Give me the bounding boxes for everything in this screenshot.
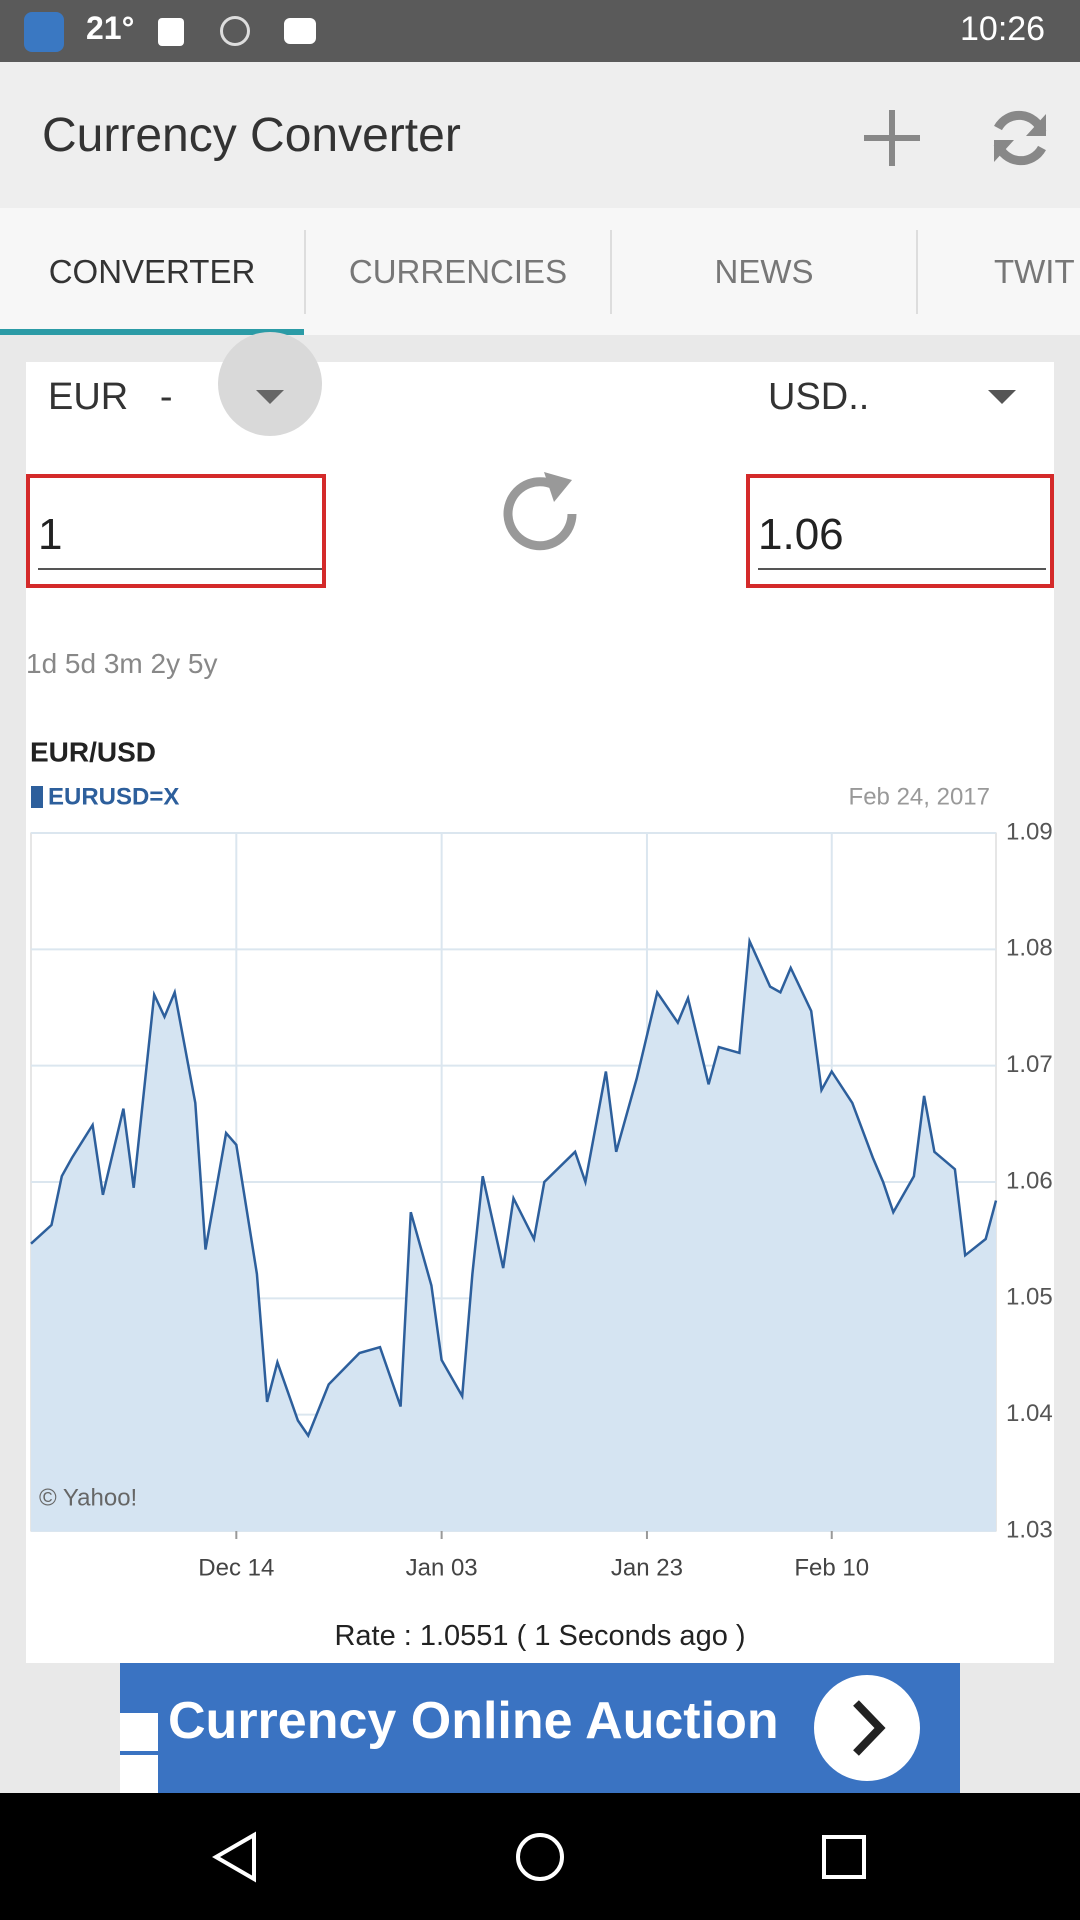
app-icon [24,12,64,52]
tab-indicator [0,329,304,335]
tab[interactable]: NEWS [714,252,814,290]
home-button[interactable] [514,1831,566,1883]
x-tick-label: Jan 03 [406,1554,478,1581]
legend-label: EURUSD=X [48,783,179,810]
x-tick-label: Dec 14 [198,1554,274,1581]
dropdown-arrow [988,390,1016,404]
swap-button[interactable] [492,466,588,562]
ad-text: Currency Online Auction [168,1692,779,1750]
result-input[interactable]: 1.06 [746,474,1054,588]
y-tick-label: 1.05 [1006,1284,1053,1311]
chart-date: Feb 24, 2017 [849,783,990,810]
legend-swatch [31,786,43,808]
lock-icon [158,18,184,46]
toolbar: Currency Converter [0,62,1080,208]
divider [916,230,918,314]
line [30,936,998,1439]
ad-arrow-button[interactable] [814,1675,920,1781]
range-selector[interactable]: 1d 5d 3m 2y 5y [26,648,218,679]
android-icon [284,18,316,44]
y-tick-label: 1.08 [1006,935,1053,962]
status-bar: 21° 10:26 [0,0,1080,62]
amount-input[interactable]: 1 [26,474,326,588]
divider [610,230,612,314]
underline [758,568,1046,570]
info-icon [220,16,250,46]
dropdown-arrow [256,390,284,404]
y-tick-label: 1.06 [1006,1167,1053,1194]
from-currency[interactable]: EUR - [48,376,173,418]
refresh-button[interactable] [984,102,1056,174]
recents-button[interactable] [818,1831,870,1883]
chart-title: EUR/USD [30,736,156,767]
amount: 1 [38,510,63,559]
y-tick-label: 1.09 [1006,818,1053,845]
dropdown-circle[interactable] [218,332,322,436]
result: 1.06 [758,510,844,559]
add-button[interactable] [856,102,928,174]
x-tick-label: Jan 23 [611,1554,683,1581]
tab[interactable]: TWIT [994,252,1075,290]
ad-arrow [853,1700,886,1756]
y-tick-label: 1.03 [1006,1516,1053,1543]
ad-choices[interactable] [120,1713,158,1751]
y-tick-label: 1.07 [1006,1051,1053,1078]
back-button[interactable] [210,1831,262,1883]
chart-credit: © Yahoo! [39,1484,137,1511]
tab[interactable]: CONVERTER [48,252,256,290]
y-tick-label: 1.04 [1006,1400,1053,1427]
rate-text: Rate : 1.0551 ( 1 Seconds ago ) [334,1620,746,1652]
app-title: Currency Converter [42,109,461,162]
ad-banner[interactable]: Currency Online Auction [120,1663,960,1793]
temperature: 21° [86,10,135,46]
chart: EUR/USD EURUSD=X Feb 24, 2017 1.03 1.04 1.… [30,736,1053,1581]
divider [304,230,306,314]
ad-close[interactable] [120,1755,158,1793]
tab-bar: CONVERTER CURRENCIES NEWS TWIT [0,208,1080,335]
tab[interactable]: CURRENCIES [348,252,568,290]
underline [38,568,322,570]
clock: 10:26 [960,10,1046,48]
to-currency[interactable]: USD.. [768,376,870,418]
x-tick-label: Feb 10 [794,1554,869,1581]
nav-bar [0,1793,1080,1920]
